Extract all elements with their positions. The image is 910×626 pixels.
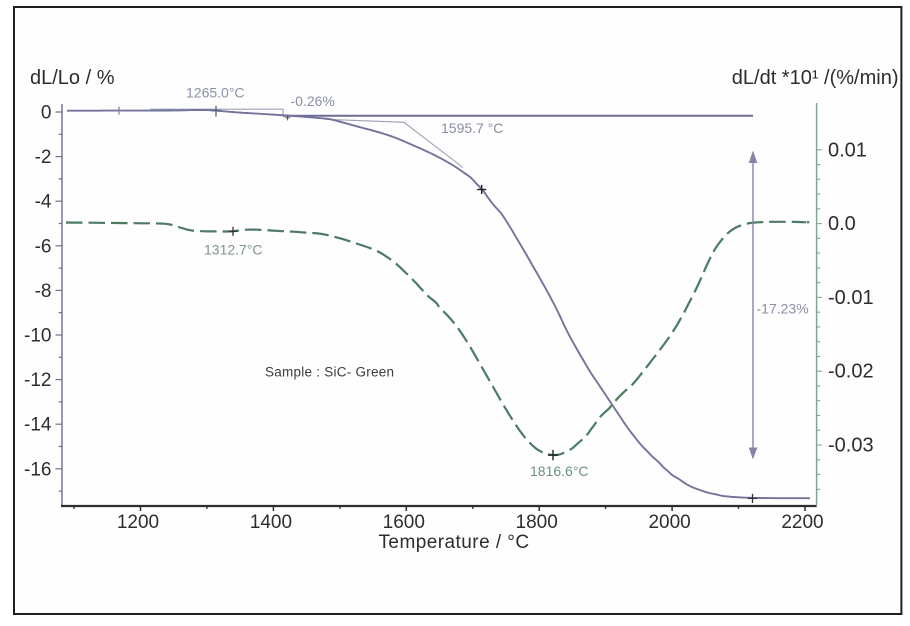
svg-text:-2: -2	[35, 147, 52, 168]
svg-text:-0.26%: -0.26%	[291, 93, 335, 109]
svg-text:-6: -6	[35, 236, 52, 257]
svg-text:-14: -14	[24, 415, 52, 436]
svg-text:1816.6°C: 1816.6°C	[530, 463, 589, 479]
svg-text:1600: 1600	[383, 512, 425, 533]
svg-text:-0.02: -0.02	[828, 361, 874, 383]
svg-text:dL/dt *10¹ /(%/min): dL/dt *10¹ /(%/min)	[732, 67, 899, 89]
svg-text:-16: -16	[24, 459, 51, 480]
svg-text:1312.7°C: 1312.7°C	[204, 242, 263, 258]
svg-text:-4: -4	[35, 192, 52, 213]
svg-text:1400: 1400	[250, 512, 292, 533]
svg-text:0.0: 0.0	[828, 213, 856, 235]
svg-text:1200: 1200	[117, 512, 159, 533]
svg-text:-12: -12	[24, 370, 51, 391]
svg-text:0: 0	[41, 103, 52, 124]
svg-text:0.01: 0.01	[828, 139, 867, 161]
svg-text:Sample : SiC- Green: Sample : SiC- Green	[265, 365, 394, 380]
svg-text:-10: -10	[24, 326, 51, 347]
svg-text:-0.03: -0.03	[828, 435, 874, 457]
svg-text:-0.01: -0.01	[828, 287, 874, 309]
svg-text:-17.23%: -17.23%	[757, 301, 809, 317]
svg-text:1595.7 °C: 1595.7 °C	[441, 120, 503, 136]
svg-text:dL/Lo / %: dL/Lo / %	[30, 67, 115, 89]
svg-text:1800: 1800	[516, 512, 558, 533]
svg-text:-8: -8	[35, 281, 52, 302]
svg-text:Temperature / °C: Temperature / °C	[378, 532, 529, 553]
svg-text:2200: 2200	[781, 512, 823, 533]
svg-text:1265.0°C: 1265.0°C	[186, 85, 245, 101]
svg-text:2000: 2000	[648, 512, 690, 533]
